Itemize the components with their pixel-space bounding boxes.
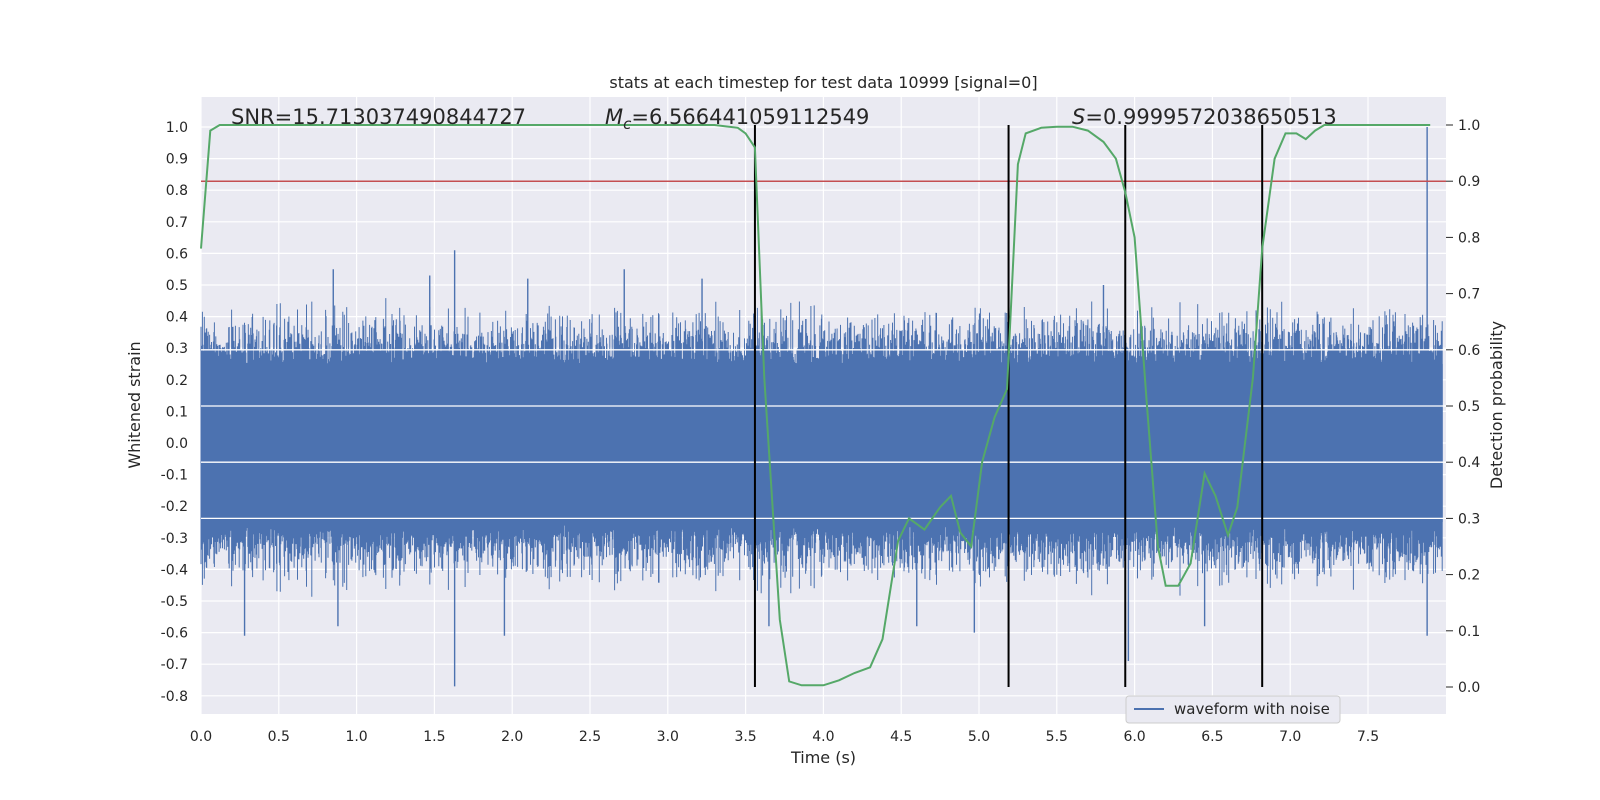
y-tick-label: 0.6 <box>166 246 188 262</box>
y2-tick-label: 0.9 <box>1458 174 1480 190</box>
y-tick-label: 0.2 <box>166 373 188 389</box>
x-tick-label: 1.5 <box>423 729 445 745</box>
x-tick-label: 6.5 <box>1201 729 1223 745</box>
x-axis-label: Time (s) <box>790 748 856 767</box>
probability-series <box>200 124 1431 687</box>
y2-tick-label: 0.4 <box>1458 455 1480 471</box>
s-symbol: S <box>1072 105 1085 129</box>
x-tick-label: 7.5 <box>1357 729 1379 745</box>
y-tick-label: 0.8 <box>166 183 188 199</box>
y2-tick-label: 1.0 <box>1458 118 1480 134</box>
y2-tick-label: 0.0 <box>1458 680 1480 696</box>
y-tick-label: 0.1 <box>166 404 188 420</box>
y2-tick-label: 0.8 <box>1458 230 1480 246</box>
s-value: =0.9999572038650513 <box>1085 105 1336 129</box>
x-tick-label: 0.5 <box>268 729 290 745</box>
x-axis-ticks: 0.0 0.5 1.0 1.5 2.0 2.5 3.0 3.5 4.0 4.5 5.0 5.5 6.0 6… <box>190 729 1379 745</box>
y2-axis-ticks: 1.0 0.9 0.8 0.7 0.6 0.5 0.4 0.3 0.2 0.1 0.0 <box>1446 118 1480 696</box>
legend-box <box>1125 695 1341 724</box>
x-tick-label: 3.0 <box>657 729 679 745</box>
x-tick-label: 1.0 <box>345 729 367 745</box>
y-tick-label: -0.3 <box>161 531 188 547</box>
legend: waveform with noise <box>1125 695 1341 724</box>
y-tick-label: 0.0 <box>166 436 188 452</box>
x-tick-label: 2.5 <box>579 729 601 745</box>
y2-tick-label: 0.6 <box>1458 343 1480 359</box>
y-tick-label: 0.5 <box>166 278 188 294</box>
x-tick-label: 7.0 <box>1279 729 1301 745</box>
probability-line <box>200 124 1431 687</box>
chirp-mass-symbol: M <box>605 105 623 129</box>
x-tick-label: 4.0 <box>812 729 834 745</box>
vertical-markers <box>753 125 1264 687</box>
y2-tick-label: 0.1 <box>1458 624 1480 640</box>
y-tick-label: 0.4 <box>166 310 188 326</box>
x-tick-label: 5.0 <box>968 729 990 745</box>
s-annotation: S=0.9999572038650513 <box>1072 105 1337 129</box>
y-axis-label: Whitened strain <box>125 341 144 468</box>
y-tick-label: -0.6 <box>161 626 188 642</box>
waveform-core <box>201 364 1443 522</box>
x-tick-label: 6.0 <box>1123 729 1145 745</box>
y2-tick-label: 0.7 <box>1458 287 1480 303</box>
y-axis-ticks: 1.0 0.9 0.8 0.7 0.6 0.5 0.4 0.3 0.2 0.1 0.0 -0.1 -0.… <box>161 120 188 705</box>
y-tick-label: -0.8 <box>161 689 188 705</box>
chirp-mass-value: =6.566441059112549 <box>631 105 869 129</box>
y-tick-label: -0.2 <box>161 499 188 515</box>
chirp-mass-subscript: c <box>623 115 632 133</box>
legend-label: waveform with noise <box>1174 700 1330 718</box>
waveform-series <box>200 127 1443 687</box>
y-tick-label: 0.7 <box>166 215 188 231</box>
snr-annotation: SNR=15.713037490844727 <box>231 105 526 129</box>
y2-grid <box>201 349 1446 520</box>
x-tick-label: 2.0 <box>501 729 523 745</box>
y-tick-label: 1.0 <box>166 120 188 136</box>
y-tick-label: -0.5 <box>161 594 188 610</box>
x-tick-label: 3.5 <box>734 729 756 745</box>
y-tick-label: -0.4 <box>161 562 188 578</box>
y-tick-label: 0.3 <box>166 341 188 357</box>
y2-tick-label: 0.5 <box>1458 399 1480 415</box>
y-tick-label: 0.9 <box>166 152 188 168</box>
y2-tick-label: 0.2 <box>1458 568 1480 584</box>
chart-title: stats at each timestep for test data 109… <box>609 73 1037 92</box>
x-tick-label: 5.5 <box>1046 729 1068 745</box>
y-tick-label: -0.7 <box>161 657 188 673</box>
chirp-mass-annotation: Mc=6.566441059112549 <box>605 105 869 133</box>
y-tick-label: -0.1 <box>161 468 188 484</box>
x-tick-label: 4.5 <box>890 729 912 745</box>
y2-axis-label: Detection probability <box>1487 321 1506 489</box>
y2-tick-label: 0.3 <box>1458 511 1480 527</box>
x-tick-label: 0.0 <box>190 729 212 745</box>
